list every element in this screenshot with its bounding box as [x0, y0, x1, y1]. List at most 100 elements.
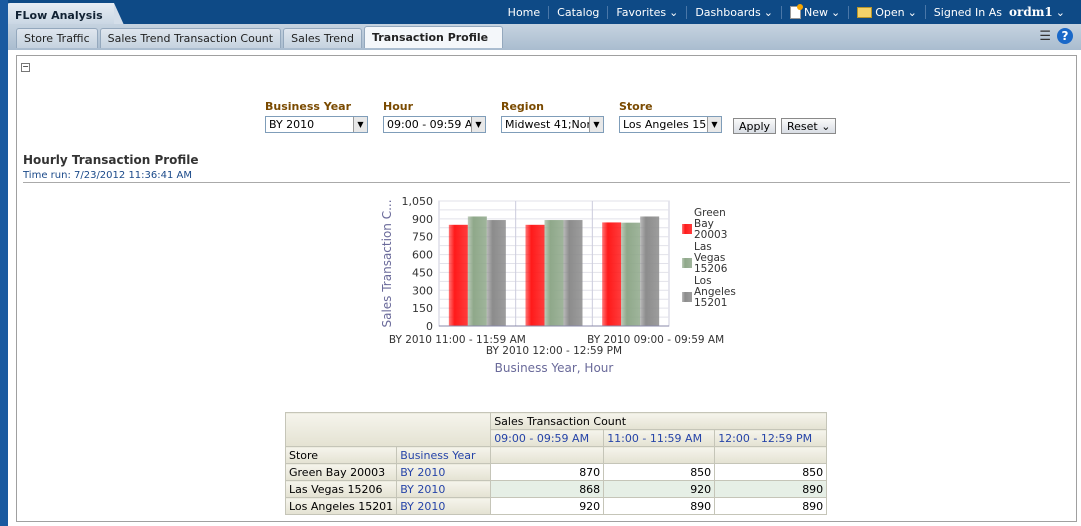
prompt-region: Region Midwest 41;North▼ — [501, 100, 604, 133]
bar — [621, 222, 641, 326]
empty-cell — [714, 446, 828, 464]
select-value: 09:00 - 09:59 AM — [387, 118, 471, 131]
year-cell[interactable]: BY 2010 — [396, 480, 492, 498]
hour-select[interactable]: 09:00 - 09:59 AM▼ — [383, 116, 486, 133]
catalog-label: Catalog — [557, 5, 600, 19]
chevron-down-icon: ⌄ — [763, 5, 773, 19]
table-row: Los Angeles 15201 BY 2010 920 890 890 — [284, 497, 828, 515]
x-tick-label: BY 2010 11:00 - 11:59 AM — [389, 334, 526, 346]
legend-swatch — [682, 258, 692, 268]
table-row: Green Bay 20003 BY 2010 870 850 850 — [284, 463, 828, 481]
global-menu: Home Catalog Favorites ⌄ Dashboards ⌄ New ⌄… — [500, 0, 1073, 24]
select-value: BY 2010 — [269, 118, 315, 131]
store-cell: Las Vegas 15206 — [284, 480, 398, 498]
store-cell: Green Bay 20003 — [284, 463, 398, 481]
business-year-select[interactable]: BY 2010 ▼ — [265, 116, 368, 133]
home-link[interactable]: Home — [500, 6, 548, 19]
chevron-down-icon: ⌄ — [821, 120, 831, 133]
year-cell[interactable]: BY 2010 — [396, 463, 492, 481]
select-value: Midwest 41;North — [505, 118, 589, 131]
bar — [602, 222, 622, 326]
dashboard-content: − Business Year BY 2010 ▼ Hour 09:00 - 09… — [16, 55, 1077, 522]
y-tick-label: 1,050 — [402, 195, 434, 208]
chevron-down-icon: ⌄ — [1055, 5, 1065, 19]
dropdown-arrow-icon: ▼ — [707, 117, 721, 132]
collapse-icon[interactable]: − — [21, 62, 30, 72]
bar — [486, 220, 506, 326]
value-cell: 850 — [714, 463, 828, 481]
favorites-menu[interactable]: Favorites ⌄ — [607, 5, 686, 19]
column-header[interactable]: 11:00 - 11:59 AM — [603, 429, 716, 447]
chevron-down-icon: ⌄ — [830, 5, 841, 19]
reset-label: Reset — [787, 120, 818, 133]
dropdown-arrow-icon: ▼ — [353, 117, 367, 132]
help-icon[interactable]: ? — [1057, 28, 1073, 44]
value-cell: 850 — [603, 463, 716, 481]
tab-transaction-profile[interactable]: Transaction Profile — [363, 26, 504, 48]
page-tools: ☰ ? — [1039, 28, 1073, 44]
prompt-store: Store Los Angeles 15201▼ — [619, 100, 722, 133]
column-header[interactable]: 12:00 - 12:59 PM — [714, 429, 828, 447]
x-axis-title: Business Year, Hour — [495, 361, 614, 375]
table-row: Las Vegas 15206 BY 2010 868 920 890 — [284, 480, 828, 498]
apply-button[interactable]: Apply — [733, 118, 777, 134]
y-tick-label: 150 — [412, 302, 433, 315]
empty-cell — [603, 446, 716, 464]
new-document-icon — [789, 3, 803, 19]
bar-chart: 0 150 300 450 600 750 900 1,050 BY 2010 11:00 - … — [380, 195, 736, 375]
app-title-tab[interactable]: FLow Analysis — [6, 3, 124, 25]
prompt-business-year: Business Year BY 2010 ▼ — [265, 100, 368, 133]
new-menu[interactable]: New ⌄ — [780, 3, 848, 19]
store-cell: Los Angeles 15201 — [284, 497, 398, 515]
value-cell: 920 — [490, 497, 605, 515]
value-cell: 920 — [603, 480, 716, 498]
y-tick-label: 450 — [412, 266, 433, 279]
region-select[interactable]: Midwest 41;North▼ — [501, 116, 604, 133]
reset-button[interactable]: Reset ⌄ — [781, 118, 837, 134]
year-cell[interactable]: BY 2010 — [396, 497, 492, 515]
bar — [525, 224, 545, 326]
y-tick-label: 600 — [412, 249, 433, 262]
y-tick-label: 300 — [412, 284, 433, 297]
catalog-link[interactable]: Catalog — [548, 5, 607, 19]
legend-label: Las — [694, 241, 712, 253]
dashboard-tabs: Store Traffic Sales Trend Transaction Co… — [16, 26, 504, 48]
value-cell: 870 — [490, 463, 605, 481]
time-run: Time run: 7/23/2012 11:36:41 AM — [23, 170, 192, 181]
tab-sales-trend[interactable]: Sales Trend — [283, 28, 362, 48]
left-border — [0, 0, 8, 526]
folder-icon — [857, 6, 873, 18]
y-tick-label: 900 — [412, 213, 433, 226]
x-tick-label: BY 2010 09:00 - 09:59 AM — [587, 334, 724, 346]
row-header-store: Store — [284, 446, 398, 464]
divider — [23, 182, 1070, 183]
new-label: New — [803, 5, 828, 19]
pivot-table: Sales Transaction Count 09:00 - 09:59 AM… — [284, 412, 828, 515]
dropdown-arrow-icon: ▼ — [471, 117, 485, 132]
open-menu[interactable]: Open ⌄ — [848, 5, 925, 19]
store-select[interactable]: Los Angeles 15201▼ — [619, 116, 722, 133]
bar — [544, 220, 564, 326]
prompt-hour: Hour 09:00 - 09:59 AM▼ — [383, 100, 486, 133]
empty-cell — [490, 446, 605, 464]
bar — [467, 216, 487, 326]
bar — [448, 224, 468, 326]
top-bar: FLow Analysis Home Catalog Favorites ⌄ Da… — [0, 0, 1081, 25]
tab-store-traffic[interactable]: Store Traffic — [16, 28, 98, 48]
prompt-label: Region — [501, 100, 544, 113]
dashboards-menu[interactable]: Dashboards ⌄ — [686, 5, 781, 19]
column-header[interactable]: 09:00 - 09:59 AM — [490, 429, 605, 447]
page-options-icon[interactable]: ☰ — [1039, 28, 1051, 44]
corner-cell — [284, 412, 492, 447]
legend-label: 20003 — [694, 229, 727, 241]
prompt-label: Store — [619, 100, 653, 113]
favorites-label: Favorites — [616, 5, 667, 19]
row-header-business-year[interactable]: Business Year — [396, 446, 492, 464]
legend-label: Los — [694, 275, 712, 287]
tab-sales-trend-transaction-count[interactable]: Sales Trend Transaction Count — [99, 28, 282, 48]
measure-header: Sales Transaction Count — [490, 412, 828, 430]
bar — [640, 216, 660, 326]
bar — [563, 220, 583, 326]
user-menu[interactable]: Signed In As ordm1 ⌄ — [924, 5, 1073, 19]
legend-label: 15206 — [694, 263, 728, 275]
